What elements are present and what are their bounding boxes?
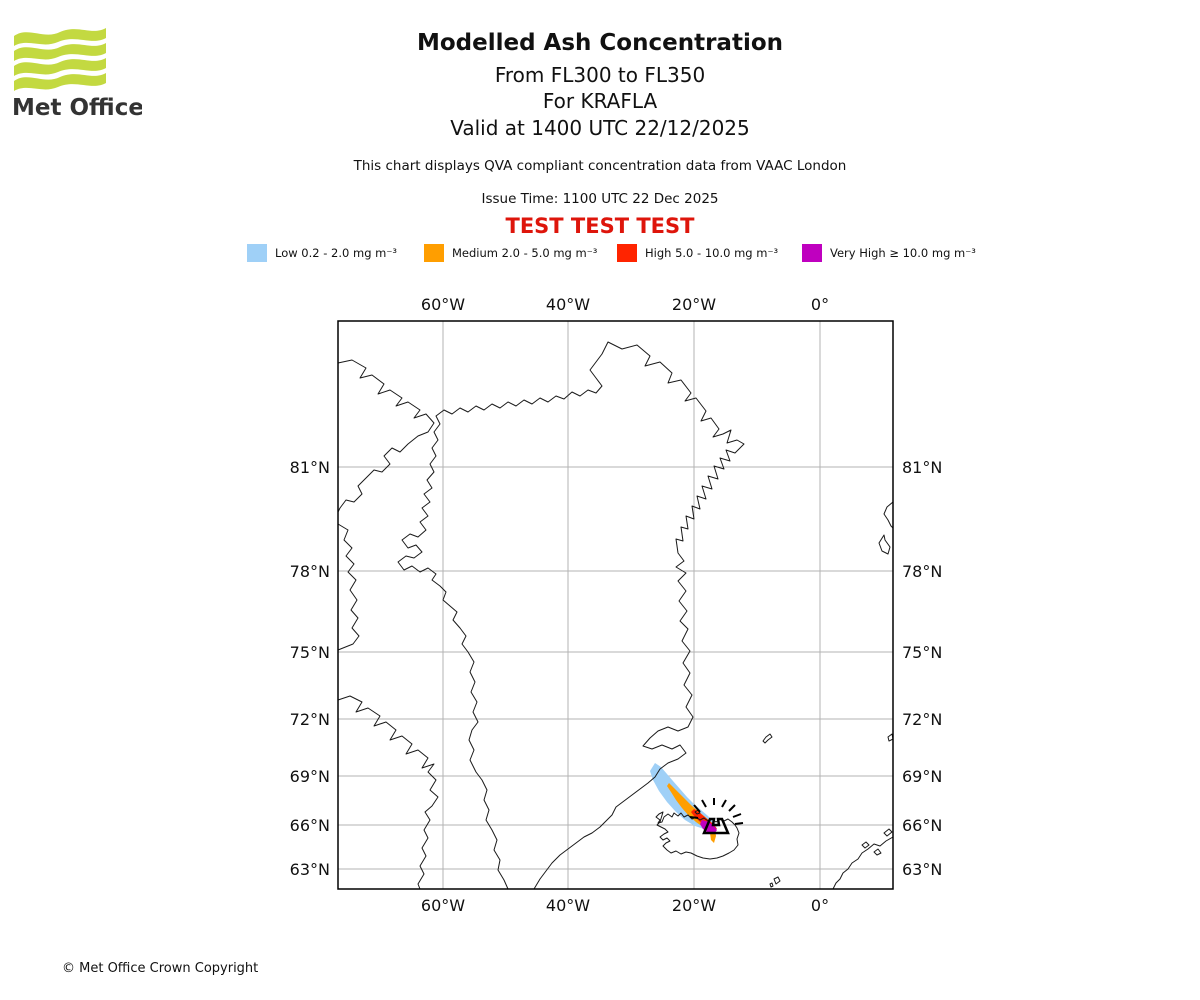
axis-label-lat-right: 63°N (902, 860, 942, 879)
volcano-ray-icon (728, 804, 736, 812)
coastline-norway-islet-3 (883, 828, 893, 837)
axis-label-lon-top: 0° (811, 295, 829, 314)
axis-label-lat-left: 72°N (290, 710, 330, 729)
axis-label-lat-left: 81°N (290, 458, 330, 477)
legend-label: Very High ≥ 10.0 mg m⁻³ (830, 246, 976, 260)
axis-label-lat-right: 66°N (902, 816, 942, 835)
axis-label-lon-top: 40°W (546, 295, 590, 314)
coastline-norway-coast (832, 836, 894, 890)
axis-label-lat-right: 81°N (902, 458, 942, 477)
axis-label-lat-left: 69°N (290, 767, 330, 786)
coastline-grimsey-islet (694, 809, 701, 815)
axis-label-lon-bottom: 60°W (421, 896, 465, 915)
legend-swatch-icon (802, 244, 822, 262)
issue-time: Issue Time: 1100 UTC 22 Dec 2025 (481, 191, 719, 207)
test-banner: TEST TEST TEST (505, 214, 695, 238)
axis-label-lon-top: 60°W (421, 295, 465, 314)
legend-label: High 5.0 - 10.0 mg m⁻³ (645, 246, 779, 260)
legend-item-3: Very High ≥ 10.0 mg m⁻³ (802, 244, 976, 262)
subtitle-volcano: For KRAFLA (542, 89, 658, 113)
met-office-logo-waves (14, 28, 106, 91)
coastline-iceland (655, 811, 740, 860)
legend-swatch-icon (247, 244, 267, 262)
axis-label-lat-left: 78°N (290, 562, 330, 581)
met-office-logo-text: Met Office (12, 95, 142, 121)
page-title: Modelled Ash Concentration (416, 30, 784, 56)
coastline-devon-island-coast (337, 523, 360, 651)
axis-label-lat-right: 69°N (902, 767, 942, 786)
volcano-ray-icon (732, 813, 742, 818)
coastline-norway-islet-2 (873, 848, 882, 856)
axis-label-lon-bottom: 40°W (546, 896, 590, 915)
legend-label: Low 0.2 - 2.0 mg m⁻³ (275, 246, 398, 260)
coastline-svalbard-fragment-1 (883, 501, 894, 529)
axis-label-lon-bottom: 0° (811, 896, 829, 915)
volcano-icon (702, 817, 730, 835)
map-frame (337, 320, 894, 890)
coastline-norway-islet-1 (861, 841, 870, 849)
volcano-ray-icon (693, 804, 701, 813)
axis-label-lat-right: 72°N (902, 710, 942, 729)
met-office-logo: Met Office (12, 28, 142, 121)
volcano-ray-icon (701, 799, 707, 808)
coastline-baffin-island (337, 695, 439, 890)
subtitle-flight-levels: From FL300 to FL350 (494, 63, 706, 87)
volcano-ray-icon (721, 799, 727, 808)
axis-label-lon-bottom: 20°W (672, 896, 716, 915)
coastline-faroe-islet (769, 882, 774, 888)
volcano-ray-icon (689, 816, 699, 819)
legend-swatch-icon (424, 244, 444, 262)
ash-plume-very-high (700, 820, 717, 834)
axis-label-lat-left: 66°N (290, 816, 330, 835)
coastline-ellesmere-island (337, 359, 435, 513)
volcano-ray-icon (734, 822, 744, 825)
legend-item-2: High 5.0 - 10.0 mg m⁻³ (617, 244, 778, 262)
qva-description: This chart displays QVA compliant concen… (353, 158, 847, 174)
axis-label-lat-left: 63°N (290, 860, 330, 879)
legend-swatch-icon (617, 244, 637, 262)
coastline-svalbard-fragment-2 (878, 534, 891, 555)
coastline-faroe-islands (773, 876, 781, 885)
axis-label-lat-left: 75°N (290, 643, 330, 662)
legend-label: Medium 2.0 - 5.0 mg m⁻³ (452, 246, 598, 260)
axis-label-lon-top: 20°W (672, 295, 716, 314)
legend-item-0: Low 0.2 - 2.0 mg m⁻³ (247, 244, 397, 262)
axis-label-lat-right: 75°N (902, 643, 942, 662)
legend-item-1: Medium 2.0 - 5.0 mg m⁻³ (424, 244, 597, 262)
copyright-notice: © Met Office Crown Copyright (62, 961, 259, 976)
axis-label-lat-right: 78°N (902, 562, 942, 581)
coastline-jan-mayen (762, 733, 773, 744)
subtitle-valid-time: Valid at 1400 UTC 22/12/2025 (450, 116, 750, 140)
